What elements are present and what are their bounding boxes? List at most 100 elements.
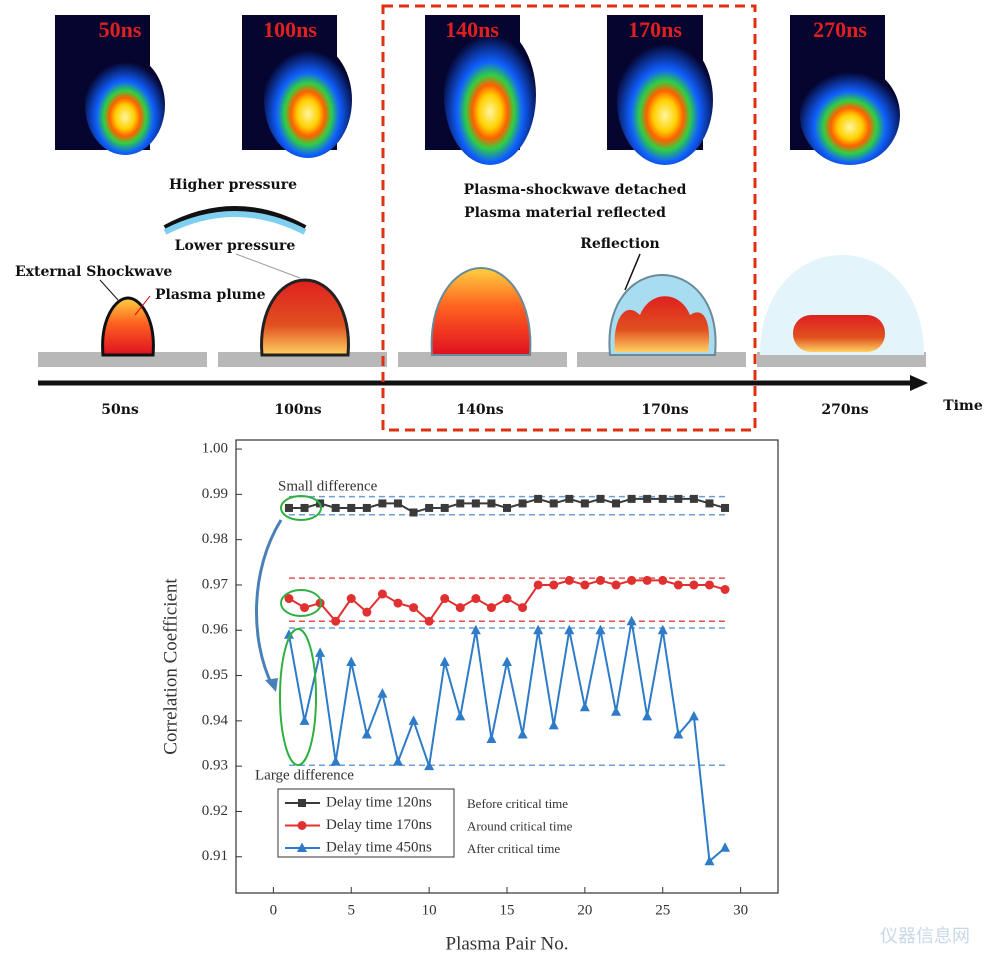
thermal-blob	[444, 25, 536, 165]
highlight-ellipse	[280, 589, 322, 617]
marker	[408, 715, 419, 725]
x-tick-label: 15	[500, 902, 515, 918]
annotation: Large difference	[255, 767, 354, 783]
time-label: 100ns	[274, 402, 321, 418]
label: Plasma material reflected	[464, 205, 666, 221]
marker	[688, 710, 699, 721]
transition-arrow	[255, 519, 283, 686]
marker	[674, 494, 683, 503]
marker	[565, 494, 574, 503]
marker	[297, 821, 307, 830]
image-label: 270ns	[813, 17, 867, 42]
marker	[502, 656, 512, 666]
image-label: 50ns	[99, 17, 142, 42]
substrate	[38, 352, 207, 367]
marker	[595, 624, 606, 635]
legend-note: After critical time	[467, 841, 560, 856]
marker	[361, 728, 372, 739]
marker	[455, 603, 465, 613]
marker	[673, 580, 683, 590]
label: Lower pressure	[175, 238, 296, 254]
legend-note: Before critical time	[467, 796, 568, 811]
marker	[721, 503, 730, 512]
marker	[393, 598, 403, 608]
legend-label: Delay time 450ns	[326, 839, 432, 855]
marker	[580, 580, 590, 590]
marker	[439, 656, 450, 666]
marker	[284, 503, 293, 512]
marker	[331, 503, 340, 512]
highlight-ellipse	[279, 628, 317, 766]
image-label: 170ns	[628, 17, 682, 42]
marker	[362, 607, 372, 617]
y-tick-label: 1.00	[202, 440, 228, 456]
x-tick-label: 30	[733, 902, 748, 918]
marker	[471, 594, 481, 604]
plume	[793, 315, 885, 352]
marker	[626, 615, 637, 626]
label: Plasma-shockwave detached	[464, 182, 687, 198]
label: Reflection	[580, 236, 659, 252]
watermark: 仪器信息网	[880, 926, 970, 947]
plume	[430, 266, 532, 356]
y-tick-label: 0.99	[202, 486, 228, 502]
marker	[642, 575, 652, 585]
y-tick-label: 0.95	[202, 667, 228, 683]
y-tick-label: 0.96	[202, 622, 229, 638]
thermal-images: 50ns 100ns 140ns 170ns 270ns	[55, 15, 900, 165]
legend-label: Delay time 170ns	[326, 817, 432, 833]
marker	[456, 499, 465, 508]
marker	[705, 499, 714, 508]
plume	[260, 278, 350, 357]
pressure-wall	[163, 206, 307, 231]
marker	[393, 499, 402, 508]
label: Plasma plume	[155, 287, 266, 303]
marker	[346, 594, 356, 604]
pressure-wall	[163, 211, 307, 235]
marker	[657, 624, 668, 635]
marker	[579, 701, 590, 712]
marker	[658, 494, 667, 503]
marker	[549, 499, 558, 508]
marker	[297, 842, 307, 852]
marker	[392, 756, 403, 766]
marker	[424, 616, 434, 626]
pointer	[624, 253, 641, 291]
marker	[284, 594, 294, 604]
marker	[658, 575, 668, 585]
time-label: 270ns	[821, 402, 868, 418]
label: External Shockwave	[15, 264, 172, 280]
marker	[377, 688, 388, 698]
marker	[564, 575, 574, 585]
time-label: 140ns	[456, 402, 503, 418]
marker	[487, 499, 496, 508]
marker	[283, 629, 294, 639]
marker	[440, 503, 449, 512]
marker	[611, 706, 622, 716]
thermal-blob	[617, 35, 713, 165]
marker	[330, 756, 341, 766]
marker	[704, 855, 715, 866]
y-tick-label: 0.92	[202, 803, 228, 819]
thermal-blob	[800, 65, 900, 165]
marker	[518, 499, 527, 508]
plume	[101, 296, 155, 357]
marker	[627, 494, 636, 503]
y-tick-label: 0.93	[202, 758, 228, 774]
marker	[486, 733, 497, 743]
y-tick-label: 0.91	[202, 848, 228, 864]
marker	[378, 499, 387, 508]
pointer	[134, 295, 151, 316]
thermal-blob	[264, 42, 352, 158]
marker	[409, 508, 418, 517]
y-axis-label: Correlation Coefficient	[160, 578, 181, 755]
marker	[720, 842, 731, 852]
x-axis-label: Plasma Pair No.	[446, 933, 569, 954]
x-tick-label: 25	[655, 902, 670, 918]
schematic: Higher pressure Lower pressure External …	[15, 4, 983, 432]
y-tick-label: 0.94	[202, 712, 229, 728]
marker	[642, 710, 653, 721]
x-tick-label: 0	[270, 902, 278, 918]
marker	[424, 760, 435, 771]
